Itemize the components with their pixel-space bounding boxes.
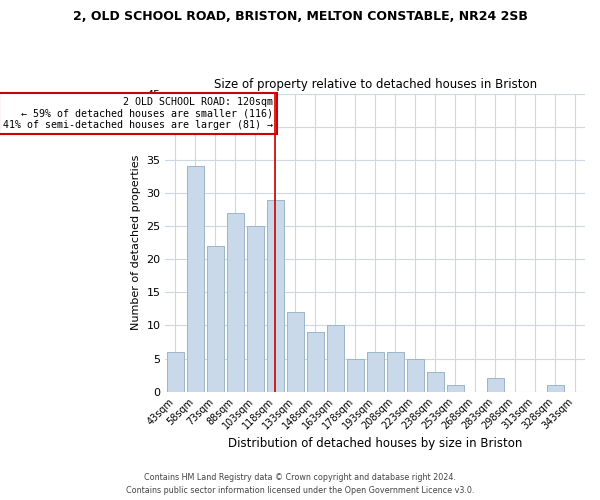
Bar: [207, 246, 224, 392]
Bar: [187, 166, 204, 392]
Bar: [227, 213, 244, 392]
Text: 2, OLD SCHOOL ROAD, BRISTON, MELTON CONSTABLE, NR24 2SB: 2, OLD SCHOOL ROAD, BRISTON, MELTON CONS…: [73, 10, 527, 23]
Bar: [367, 352, 384, 392]
Title: Size of property relative to detached houses in Briston: Size of property relative to detached ho…: [214, 78, 537, 91]
Bar: [167, 352, 184, 392]
Bar: [287, 312, 304, 392]
Bar: [247, 226, 264, 392]
Bar: [307, 332, 324, 392]
Bar: [267, 200, 284, 392]
Bar: [327, 326, 344, 392]
X-axis label: Distribution of detached houses by size in Briston: Distribution of detached houses by size …: [228, 437, 523, 450]
Text: Contains HM Land Registry data © Crown copyright and database right 2024.
Contai: Contains HM Land Registry data © Crown c…: [126, 474, 474, 495]
Y-axis label: Number of detached properties: Number of detached properties: [131, 155, 141, 330]
Bar: [387, 352, 404, 392]
Bar: [446, 385, 464, 392]
Bar: [347, 358, 364, 392]
Bar: [487, 378, 503, 392]
Bar: [427, 372, 443, 392]
Bar: [547, 385, 563, 392]
Bar: [407, 358, 424, 392]
Text: 2 OLD SCHOOL ROAD: 120sqm
← 59% of detached houses are smaller (116)
41% of semi: 2 OLD SCHOOL ROAD: 120sqm ← 59% of detac…: [4, 97, 274, 130]
